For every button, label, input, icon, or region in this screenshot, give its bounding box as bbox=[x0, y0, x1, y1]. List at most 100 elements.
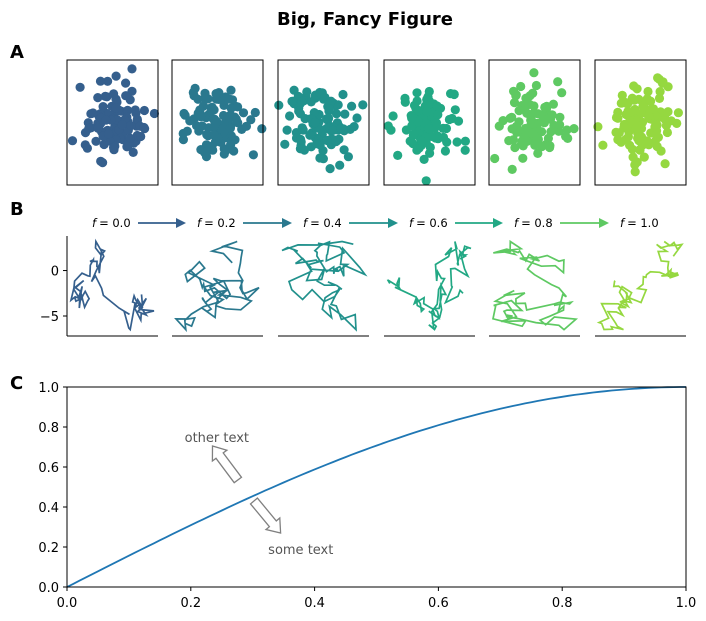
scatter-point bbox=[526, 115, 536, 125]
walk-panel-1: f = 0.0 bbox=[67, 216, 186, 337]
walk-panel-4: f = 0.6 bbox=[384, 216, 503, 337]
scatter-point bbox=[339, 145, 349, 155]
x-tick-label: 1.0 bbox=[676, 596, 697, 611]
scatter-point bbox=[628, 152, 638, 162]
scatter-point bbox=[67, 136, 78, 146]
scatter-point bbox=[197, 121, 207, 131]
walk-panel-6: f = 1.0 bbox=[595, 216, 686, 337]
scatter-point bbox=[613, 135, 623, 145]
scatter-point bbox=[433, 110, 443, 120]
scatter-point bbox=[593, 122, 603, 132]
scatter-point bbox=[617, 90, 627, 100]
scatter-point bbox=[179, 108, 189, 119]
scatter-point bbox=[414, 143, 424, 153]
panel-title-f: f = 1.0 bbox=[620, 216, 659, 230]
scatter-panel-2 bbox=[171, 59, 267, 186]
scatter-point bbox=[611, 112, 622, 123]
scatter-point bbox=[498, 116, 508, 126]
scatter-point bbox=[93, 93, 103, 103]
scatter-panel-4 bbox=[383, 59, 476, 186]
scatter-point bbox=[400, 97, 410, 107]
scatter-point bbox=[297, 125, 307, 135]
annotation-arrow-up bbox=[211, 445, 243, 484]
scatter-point bbox=[643, 86, 653, 97]
scatter-panel-1 bbox=[66, 59, 159, 186]
scatter-point bbox=[438, 123, 448, 133]
scatter-point bbox=[136, 131, 146, 142]
scatter-point bbox=[128, 147, 138, 157]
scatter-point bbox=[417, 136, 427, 146]
scatter-point bbox=[530, 140, 540, 150]
scatter-point bbox=[548, 99, 559, 109]
scatter-point bbox=[507, 112, 517, 122]
scatter-point bbox=[545, 141, 555, 151]
scatter-point bbox=[207, 105, 217, 115]
scatter-point bbox=[646, 96, 656, 106]
transition-arrow-head bbox=[282, 218, 292, 228]
scatter-panel-frame bbox=[66, 59, 159, 186]
axes-frame bbox=[66, 386, 687, 588]
scatter-point bbox=[297, 97, 307, 107]
scatter-point bbox=[335, 160, 345, 170]
scatter-point bbox=[193, 94, 203, 104]
x-tick-label: 0.4 bbox=[304, 596, 325, 611]
scatter-point bbox=[322, 135, 332, 146]
scatter-point bbox=[660, 159, 670, 169]
y-tick-label: 0 bbox=[51, 265, 59, 280]
scatter-point bbox=[652, 141, 662, 152]
scatter-point bbox=[529, 68, 539, 78]
walk-line bbox=[281, 240, 368, 332]
scatter-point bbox=[280, 139, 290, 149]
scatter-point bbox=[226, 103, 236, 113]
scatter-point bbox=[257, 124, 267, 134]
scatter-point bbox=[111, 71, 121, 81]
scatter-point bbox=[409, 129, 419, 139]
scatter-point bbox=[126, 121, 136, 131]
scatter-point bbox=[352, 113, 362, 123]
scatter-point bbox=[511, 90, 521, 100]
scatter-point bbox=[238, 108, 249, 118]
scatter-point bbox=[638, 101, 648, 111]
scatter-point bbox=[452, 137, 462, 147]
scatter-point bbox=[533, 148, 543, 158]
transition-arrow-head bbox=[388, 218, 398, 228]
scatter-point bbox=[453, 116, 464, 126]
scatter-point bbox=[101, 115, 111, 125]
scatter-panel-frame bbox=[277, 59, 370, 186]
scatter-point bbox=[421, 176, 431, 186]
scatter-point bbox=[629, 95, 639, 105]
panel-b-y-axis: 0 −5 bbox=[40, 236, 68, 336]
scatter-point bbox=[431, 118, 442, 128]
transition-arrow-head bbox=[176, 218, 186, 228]
scatter-point bbox=[91, 136, 101, 146]
scatter-point bbox=[139, 105, 149, 116]
scatter-point bbox=[424, 124, 434, 134]
scatter-point bbox=[460, 145, 470, 155]
scatter-point bbox=[336, 123, 346, 133]
scatter-point bbox=[96, 156, 106, 166]
scatter-point bbox=[555, 120, 565, 130]
scatter-point bbox=[639, 152, 649, 162]
scatter-point bbox=[200, 147, 210, 158]
scatter-point bbox=[629, 81, 639, 91]
scatter-point bbox=[663, 107, 673, 117]
walk-line bbox=[492, 239, 579, 331]
scatter-point bbox=[250, 107, 260, 118]
scatter-point bbox=[338, 89, 348, 100]
scatter-point bbox=[108, 142, 119, 153]
scatter-point bbox=[562, 125, 572, 135]
panel-c-line-plot: 0.00.0 0.2 0.2 0.4 0.4 0.6 0.6 0.8 0.8 1.0 1.0 othe… bbox=[38, 381, 696, 611]
transition-arrow-head bbox=[599, 218, 609, 228]
scatter-point bbox=[652, 120, 662, 130]
panel-title-f: f = 0.6 bbox=[409, 216, 448, 230]
scatter-point bbox=[621, 98, 631, 108]
scatter-point bbox=[246, 115, 256, 125]
scatter-point bbox=[296, 134, 306, 144]
scatter-point bbox=[196, 112, 206, 122]
scatter-point bbox=[673, 108, 684, 118]
scatter-point bbox=[654, 93, 665, 103]
scatter-point bbox=[88, 108, 98, 118]
scatter-point bbox=[425, 148, 435, 158]
scatter-point bbox=[407, 113, 417, 123]
scatter-point bbox=[507, 164, 517, 174]
